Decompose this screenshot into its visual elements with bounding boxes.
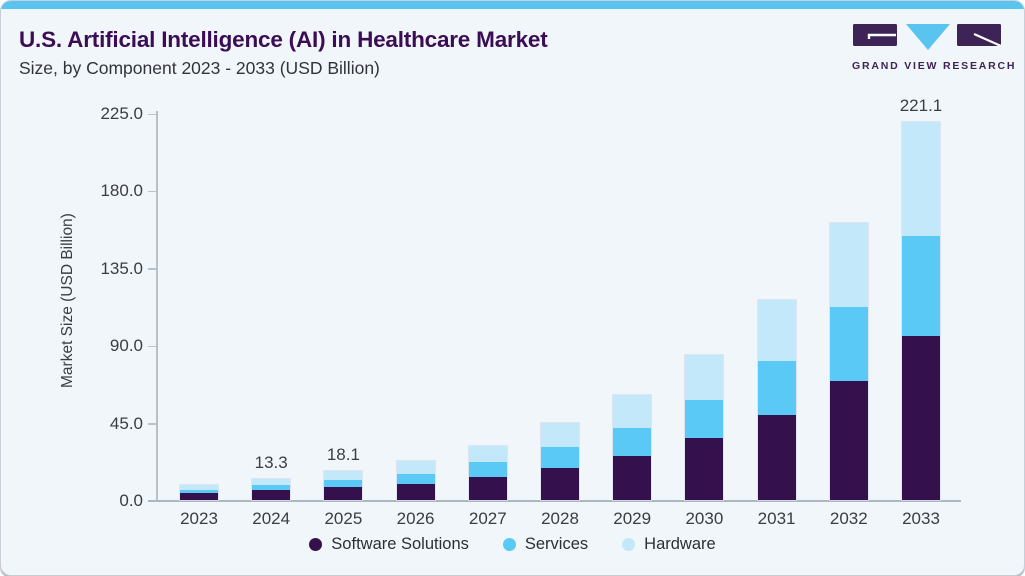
- y-axis-title: Market Size (USD Billion): [59, 213, 76, 389]
- legend-label: Services: [524, 535, 589, 553]
- bar-segment-services-2033: [902, 236, 940, 337]
- x-axis-tick-label-2026: 2026: [396, 509, 435, 528]
- bar-segment-software-solutions-2028: [541, 467, 579, 500]
- bar-segment-hardware-2031: [757, 299, 796, 361]
- bar-2029: [612, 393, 653, 501]
- bar-2028: [540, 422, 580, 501]
- y-axis-tick-label: 90.0: [109, 336, 143, 356]
- bar-segment-software-solutions-2030: [685, 437, 724, 500]
- legend-item-hardware: Hardware: [622, 535, 716, 554]
- legend-swatch-icon: [309, 538, 323, 551]
- bar-total-label-2033: 221.1: [899, 95, 943, 115]
- bar-segment-software-solutions-2032: [829, 381, 868, 500]
- bar-2033: [901, 120, 941, 501]
- y-axis-tick-mark: [148, 423, 156, 425]
- x-axis-tick-label-2023: 2023: [180, 509, 218, 528]
- y-axis-tick-label: 45.0: [109, 413, 143, 433]
- x-axis-tick-label-2031: 2031: [757, 509, 796, 528]
- bar-segment-software-solutions-2026: [396, 483, 435, 500]
- y-axis-tick-label: 0.0: [119, 491, 143, 510]
- legend-label: Hardware: [644, 535, 716, 553]
- bar-segment-hardware-2027: [468, 445, 507, 462]
- bar-2023: [179, 484, 219, 501]
- bar-segment-software-solutions-2031: [757, 414, 796, 500]
- x-axis-tick-label-2028: 2028: [541, 509, 579, 528]
- y-axis-tick-label: 180.0: [100, 181, 143, 201]
- bar-segment-services-2030: [685, 399, 724, 438]
- bar-segment-hardware-2024: [252, 479, 291, 486]
- bar-segment-services-2025: [324, 479, 363, 487]
- x-axis-tick-label-2024: 2024: [252, 509, 291, 528]
- bar-segment-software-solutions-2027: [468, 476, 507, 500]
- bar-2030: [684, 353, 725, 501]
- chart-title: U.S. Artificial Intelligence (AI) in Hea…: [19, 27, 548, 52]
- x-axis-tick-label-2030: 2030: [685, 509, 724, 528]
- bar-segment-services-2031: [757, 360, 796, 415]
- chart-subtitle: Size, by Component 2023 - 2033 (USD Bill…: [19, 58, 380, 78]
- legend-item-software-solutions: Software Solutions: [309, 535, 469, 554]
- bar-segment-hardware-2032: [829, 223, 868, 308]
- bar-segment-services-2029: [613, 428, 652, 456]
- legend-item-services: Services: [502, 535, 589, 554]
- bar-total-label-2024: 13.3: [254, 453, 288, 473]
- bar-segment-services-2026: [396, 473, 435, 484]
- grand-view-research-logo: GRAND VIEW RESEARCH: [852, 23, 1017, 72]
- bar-segment-services-2028: [541, 447, 579, 468]
- bar-2025: [323, 469, 364, 501]
- bar-segment-software-solutions-2023: [180, 493, 218, 500]
- x-axis-line: [148, 500, 961, 502]
- y-axis-tick-label: 135.0: [100, 258, 143, 278]
- gvr-logo-mark: [853, 24, 1002, 50]
- legend: Software Solutions Services Hardware: [1, 535, 1024, 554]
- y-axis-tick-mark: [148, 190, 156, 193]
- bar-2027: [467, 444, 508, 501]
- bar-segment-software-solutions-2029: [613, 455, 652, 500]
- legend-swatch-icon: [622, 538, 636, 551]
- x-axis-tick-label-2032: 2032: [829, 509, 868, 528]
- legend-swatch-icon: [502, 538, 516, 551]
- legend-label: Software Solutions: [331, 535, 469, 553]
- bar-segment-services-2024: [252, 485, 291, 491]
- bar-segment-hardware-2025: [324, 470, 363, 480]
- bar-segment-hardware-2028: [541, 423, 579, 448]
- bar-segment-services-2027: [468, 462, 507, 477]
- bar-segment-hardware-2030: [685, 354, 724, 400]
- y-axis-tick-mark: [148, 268, 156, 270]
- x-axis-tick-label-2027: 2027: [468, 509, 507, 528]
- bar-2026: [395, 459, 436, 501]
- bar-segment-services-2023: [180, 489, 218, 494]
- y-axis-tick-mark: [148, 345, 156, 348]
- bar-segment-hardware-2029: [613, 394, 652, 429]
- bar-segment-hardware-2026: [396, 460, 435, 474]
- bar-segment-services-2032: [829, 307, 868, 382]
- y-axis-tick-label: 225.0: [100, 104, 143, 123]
- x-axis-tick-label-2033: 2033: [902, 509, 940, 528]
- y-axis-line: [156, 111, 158, 502]
- bar-2031: [756, 298, 797, 501]
- bar-segment-hardware-2033: [902, 121, 940, 236]
- x-axis-tick-label-2025: 2025: [324, 509, 363, 528]
- bar-segment-software-solutions-2025: [324, 486, 363, 500]
- bar-2032: [828, 222, 869, 501]
- bar-2024: [251, 478, 292, 501]
- x-axis-tick-label-2029: 2029: [613, 509, 652, 528]
- bar-segment-software-solutions-2024: [252, 490, 291, 500]
- bar-total-label-2025: 18.1: [326, 444, 360, 464]
- accent-strip: [1, 1, 1024, 9]
- y-axis-tick-mark: [148, 113, 156, 115]
- bar-segment-software-solutions-2033: [902, 336, 940, 500]
- bar-segment-hardware-2023: [180, 485, 218, 490]
- gvr-logo-wordmark: GRAND VIEW RESEARCH: [852, 60, 1017, 72]
